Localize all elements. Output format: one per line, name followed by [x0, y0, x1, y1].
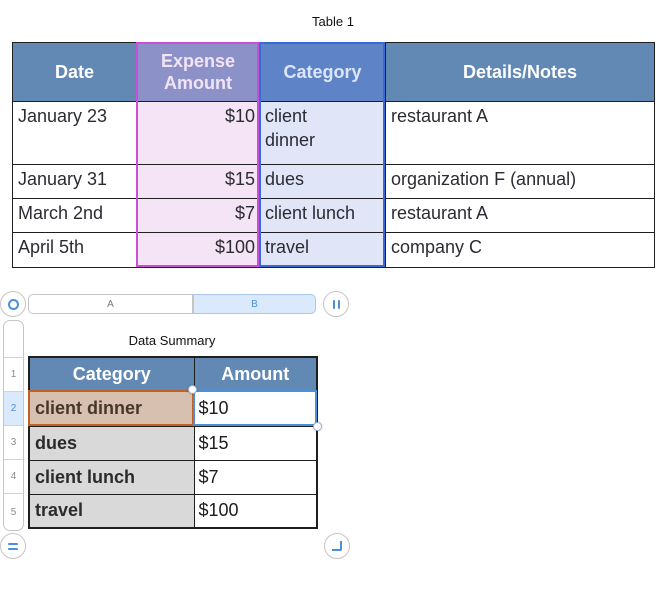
table-row: travel $100: [28, 493, 318, 529]
add-row-handle[interactable]: [0, 533, 26, 559]
pause-bars-icon: [332, 299, 335, 309]
cell-amount-3[interactable]: $7: [136, 198, 260, 233]
cell-amount-2[interactable]: $15: [136, 164, 260, 199]
row-header-corner[interactable]: [4, 321, 23, 357]
summary-cell-category-1[interactable]: client dinner: [28, 390, 195, 427]
summary-cell-amount-4[interactable]: $100: [193, 493, 318, 529]
cell-amount-1[interactable]: $10: [136, 101, 260, 165]
table-row: client lunch $7: [28, 459, 318, 495]
summary-cell-amount-3[interactable]: $7: [193, 459, 318, 495]
data-summary-table: Category Amount client dinner $10 dues $…: [28, 356, 318, 529]
table-row: client dinner $10: [28, 390, 318, 427]
table-row: April 5th $100 travel company C: [12, 232, 655, 268]
row-header-bar: 1 2 3 4 5: [3, 320, 24, 531]
row-header-2[interactable]: 2: [4, 391, 23, 425]
row-header-5[interactable]: 5: [4, 493, 23, 530]
table1-header-date[interactable]: Date: [12, 42, 137, 102]
selection-handle-bottom-right[interactable]: [313, 422, 322, 431]
summary-header-row: Category Amount: [28, 356, 318, 392]
table-row: January 31 $15 dues organization F (annu…: [12, 164, 655, 199]
circle-ring-icon: [7, 298, 19, 310]
selected-cell-outline: [188, 385, 322, 431]
summary-cell-amount-1[interactable]: $10: [193, 390, 318, 427]
cell-category-2[interactable]: dues: [259, 164, 386, 199]
table1-header-row: Date Expense Amount Category Details/Not…: [12, 42, 655, 102]
cell-details-4[interactable]: company C: [385, 232, 655, 268]
table-row: March 2nd $7 client lunch restaurant A: [12, 198, 655, 233]
cell-category-1[interactable]: client dinner: [259, 101, 386, 165]
equals-bars-icon: [8, 542, 18, 545]
summary-cell-category-3[interactable]: client lunch: [28, 459, 195, 495]
table-handle-button[interactable]: [0, 291, 26, 317]
cell-amount-4[interactable]: $100: [136, 232, 260, 268]
cell-category-4[interactable]: travel: [259, 232, 386, 268]
row-header-3[interactable]: 3: [4, 425, 23, 459]
pause-bars-icon: [337, 299, 340, 309]
summary-cell-amount-2[interactable]: $15: [193, 425, 318, 461]
table1-header-details[interactable]: Details/Notes: [385, 42, 655, 102]
summary-cell-category-4[interactable]: travel: [28, 493, 195, 529]
cell-category-1-text: client dinner: [265, 106, 316, 150]
cell-details-2[interactable]: organization F (annual): [385, 164, 655, 199]
summary-title[interactable]: Data Summary: [128, 333, 216, 348]
summary-header-category[interactable]: Category: [28, 356, 195, 392]
column-tab-b[interactable]: B: [193, 294, 316, 314]
cell-details-3[interactable]: restaurant A: [385, 198, 655, 233]
table1-header-category[interactable]: Category: [259, 42, 386, 102]
add-column-handle[interactable]: [323, 291, 349, 317]
summary-cell-category-2[interactable]: dues: [28, 425, 195, 461]
cell-date-2[interactable]: January 31: [12, 164, 137, 199]
cell-date-1[interactable]: January 23: [12, 101, 137, 165]
resize-table-handle[interactable]: [324, 533, 350, 559]
equals-bars-icon: [8, 547, 18, 550]
table-row: January 23 $10 client dinner restaurant …: [12, 101, 655, 165]
table1-title[interactable]: Table 1: [312, 14, 354, 29]
table-row: dues $15: [28, 425, 318, 461]
column-tab-a[interactable]: A: [28, 294, 193, 314]
cell-details-1[interactable]: restaurant A: [385, 101, 655, 165]
row-header-1[interactable]: 1: [4, 357, 23, 391]
table1-header-expense-amount[interactable]: Expense Amount: [136, 42, 260, 102]
cell-date-3[interactable]: March 2nd: [12, 198, 137, 233]
table1: Date Expense Amount Category Details/Not…: [12, 42, 655, 268]
cell-date-4[interactable]: April 5th: [12, 232, 137, 268]
cell-category-3[interactable]: client lunch: [259, 198, 386, 233]
selection-handle-top-left[interactable]: [188, 385, 197, 394]
summary-header-amount[interactable]: Amount: [193, 356, 318, 392]
row-header-4[interactable]: 4: [4, 459, 23, 493]
corner-bracket-icon: [332, 541, 342, 551]
